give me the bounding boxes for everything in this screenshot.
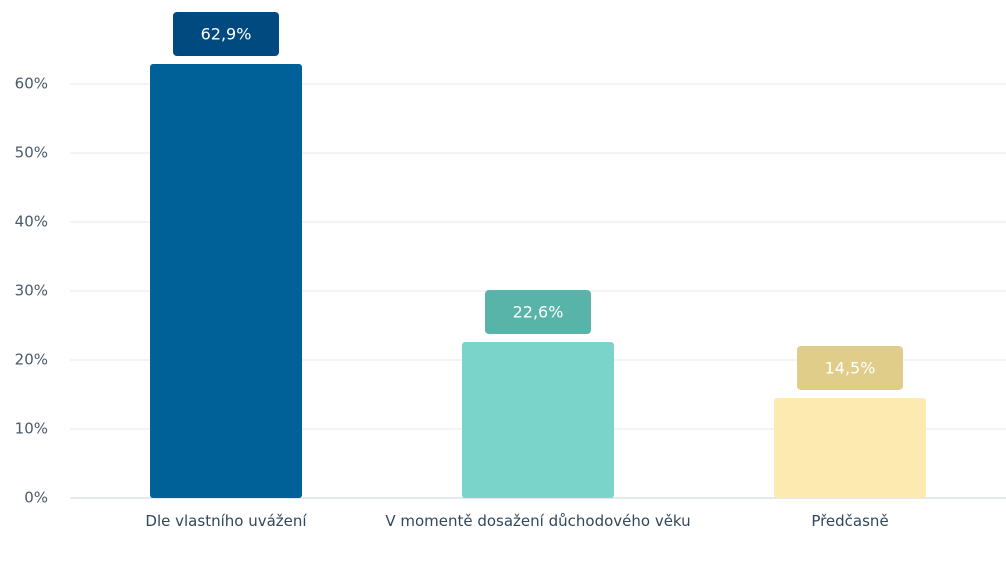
y-tick-label: 60% <box>15 75 48 93</box>
value-label: 22,6% <box>513 303 564 322</box>
value-label-box <box>173 11 279 56</box>
value-label-box <box>797 345 903 390</box>
y-tick-label: 10% <box>15 420 48 438</box>
bar <box>774 397 926 498</box>
value-label: 14,5% <box>825 358 876 377</box>
value-label-box <box>485 290 591 335</box>
x-tick-label: Předčasně <box>811 512 889 530</box>
y-tick-label: 30% <box>15 282 48 300</box>
y-tick-label: 50% <box>15 144 48 162</box>
value-label: 62,9% <box>201 24 252 43</box>
bar <box>462 342 614 498</box>
x-tick-label: Dle vlastního uvážení <box>145 512 307 530</box>
y-tick-label: 40% <box>15 213 48 231</box>
x-tick-label: V momentě dosažení důchodového věku <box>385 512 691 530</box>
y-tick-label: 20% <box>15 351 48 369</box>
bar <box>150 63 302 499</box>
y-tick-label: 0% <box>24 489 48 507</box>
